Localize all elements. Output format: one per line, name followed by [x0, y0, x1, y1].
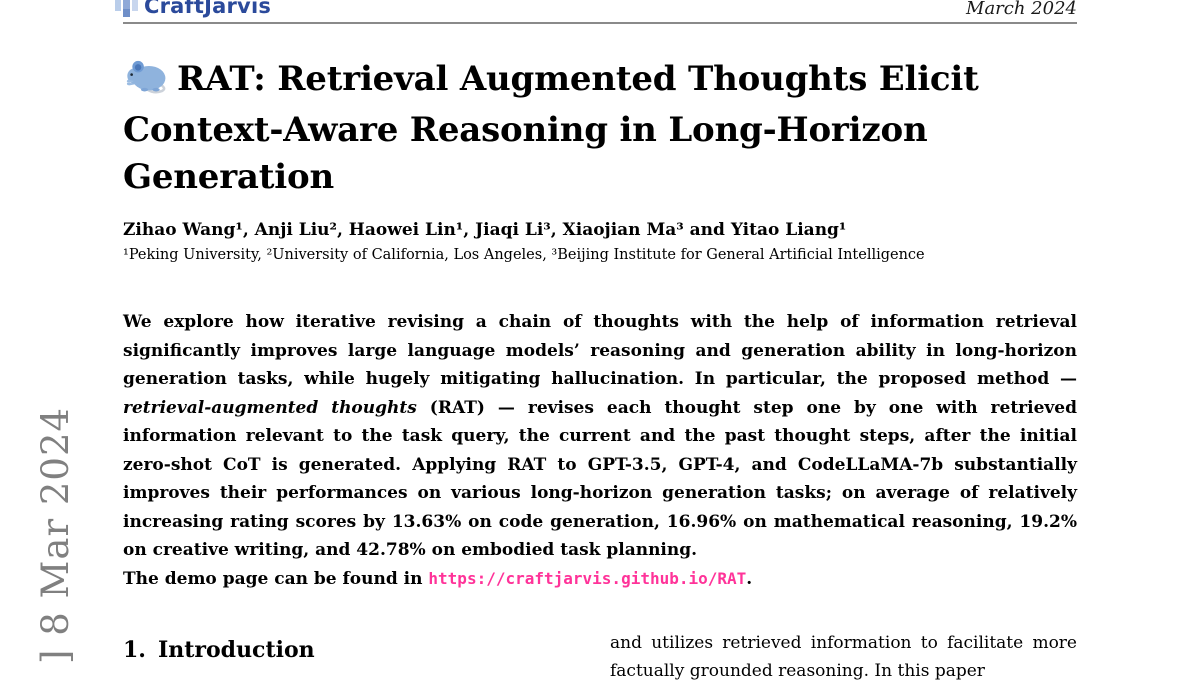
paper-title: RAT: Retrieval Augmented Thoughts Elicit…: [123, 56, 1077, 201]
demo-prefix: The demo page can be found in: [123, 568, 429, 589]
paper-title-text: RAT: Retrieval Augmented Thoughts Elicit…: [123, 59, 979, 197]
craftjarvis-logo-icon: [114, 0, 140, 23]
two-column-body: 1. Introduction and utilizes retrieved in…: [123, 629, 1077, 685]
affiliation-list: ¹Peking University, ²University of Calif…: [123, 247, 925, 263]
demo-suffix: .: [746, 568, 753, 589]
section-title: Introduction: [157, 637, 315, 663]
demo-link[interactable]: https://craftjarvis.github.io/RAT: [428, 568, 747, 588]
right-column: and utilizes retrieved information to fa…: [610, 629, 1077, 685]
author-list: Zihao Wang¹, Anji Liu², Haowei Lin¹, Jia…: [123, 220, 847, 240]
demo-link-line: The demo page can be found in https://cr…: [123, 565, 1077, 594]
paper-content: RAT: Retrieval Augmented Thoughts Elicit…: [123, 56, 1077, 685]
left-column: 1. Introduction: [123, 629, 580, 685]
rat-icon: [123, 58, 169, 107]
abstract: We explore how iterative revising a chai…: [123, 308, 1077, 565]
craftjarvis-logo: CraftJarvis: [114, 0, 271, 23]
intro-column-text: and utilizes retrieved information to fa…: [610, 633, 1077, 681]
issue-date: March 2024: [966, 0, 1077, 19]
abstract-text-2: (RAT) — revises each thought step one by…: [123, 397, 1077, 561]
abstract-text-1: We explore how iterative revising a chai…: [123, 312, 1077, 389]
arxiv-date-stamp: ] 8 Mar 2024: [34, 406, 77, 664]
section-number: 1.: [123, 637, 146, 663]
section-heading-introduction: 1. Introduction: [123, 637, 580, 663]
header-rule: [123, 22, 1077, 24]
abstract-emphasis: retrieval-augmented thoughts: [123, 397, 417, 418]
paper-page: CraftJarvis March 2024 ] 8 Mar 2024 RAT:…: [34, 0, 1077, 681]
craftjarvis-logo-text: CraftJarvis: [144, 0, 272, 18]
